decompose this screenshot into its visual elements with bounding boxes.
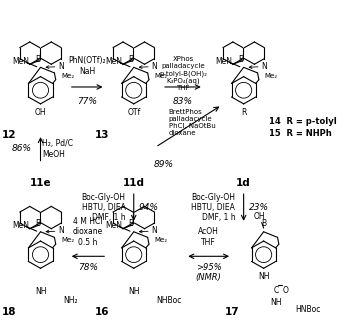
Text: Me₂: Me₂ (61, 73, 75, 79)
Text: 11d: 11d (123, 178, 145, 188)
Text: 86%: 86% (12, 144, 32, 153)
Text: N: N (152, 61, 157, 71)
Text: NH₂: NH₂ (63, 296, 78, 304)
Text: >95%
(NMR): >95% (NMR) (196, 263, 222, 282)
Text: N: N (58, 61, 64, 71)
Text: N: N (58, 226, 64, 235)
Text: BrettPhos
palladacycle
PhCl, NaOtBu
dioxane: BrettPhos palladacycle PhCl, NaOtBu diox… (169, 109, 216, 136)
Text: NH: NH (258, 272, 270, 281)
Text: Boc-Gly-OH
HBTU, DIEA
DMF, 1 h: Boc-Gly-OH HBTU, DIEA DMF, 1 h (191, 193, 235, 222)
Text: NH: NH (128, 287, 140, 297)
Text: N: N (152, 226, 157, 235)
Text: 12: 12 (2, 130, 16, 140)
Text: NH: NH (271, 298, 282, 307)
Text: Boc-Gly-OH
HBTU, DIEA
DMF, 1 h: Boc-Gly-OH HBTU, DIEA DMF, 1 h (82, 193, 125, 222)
Text: MeN: MeN (105, 221, 122, 230)
Text: C: C (274, 285, 279, 295)
Text: 16: 16 (95, 307, 109, 317)
Text: Me₂: Me₂ (155, 73, 168, 79)
Text: OH: OH (35, 108, 46, 117)
Text: 1d: 1d (236, 178, 251, 188)
Text: 13: 13 (95, 130, 109, 140)
Text: 14  R = p-tolyl: 14 R = p-tolyl (269, 117, 337, 126)
Text: Me₂: Me₂ (265, 73, 278, 79)
Text: B: B (239, 55, 244, 64)
Text: 94%: 94% (139, 203, 159, 212)
Text: Me₂: Me₂ (155, 237, 168, 243)
Text: 83%: 83% (173, 97, 193, 106)
Text: NH: NH (35, 287, 46, 297)
Text: 77%: 77% (77, 97, 97, 106)
Text: O: O (282, 285, 288, 295)
Text: NHBoc: NHBoc (156, 296, 182, 304)
Text: B: B (35, 219, 41, 228)
Text: Me₂: Me₂ (61, 237, 75, 243)
Text: B: B (35, 55, 41, 64)
Text: AcOH
THF: AcOH THF (198, 227, 219, 247)
Text: 15  R = NHPh: 15 R = NHPh (269, 129, 332, 138)
Text: MeN: MeN (105, 57, 122, 66)
Text: OTf: OTf (127, 108, 140, 117)
Text: 18: 18 (2, 307, 16, 317)
Text: XPhos
palladacycle
p-tolyl-B(OH)₂
K₃PO₄(aq)
THF: XPhos palladacycle p-tolyl-B(OH)₂ K₃PO₄(… (159, 56, 207, 91)
Text: B: B (261, 219, 266, 228)
Text: R: R (241, 108, 246, 117)
Text: 23%: 23% (248, 203, 269, 212)
Text: 11e: 11e (30, 178, 51, 188)
Text: MeN: MeN (12, 221, 29, 230)
Text: B: B (129, 219, 134, 228)
Text: 78%: 78% (78, 263, 98, 272)
Text: HNBoc: HNBoc (295, 305, 321, 314)
Text: B: B (129, 55, 134, 64)
Text: 89%: 89% (154, 160, 174, 169)
Text: MeN: MeN (215, 57, 232, 66)
Text: OH: OH (254, 212, 266, 221)
Text: 4 M HCl
dioxane
0.5 h: 4 M HCl dioxane 0.5 h (73, 217, 103, 247)
Text: N: N (261, 61, 267, 71)
Text: MeN: MeN (12, 57, 29, 66)
Text: H₂, Pd/C
MeOH: H₂, Pd/C MeOH (42, 139, 73, 159)
Text: PhN(OTf)₂
NaH: PhN(OTf)₂ NaH (68, 56, 106, 76)
Text: 17: 17 (225, 307, 239, 317)
